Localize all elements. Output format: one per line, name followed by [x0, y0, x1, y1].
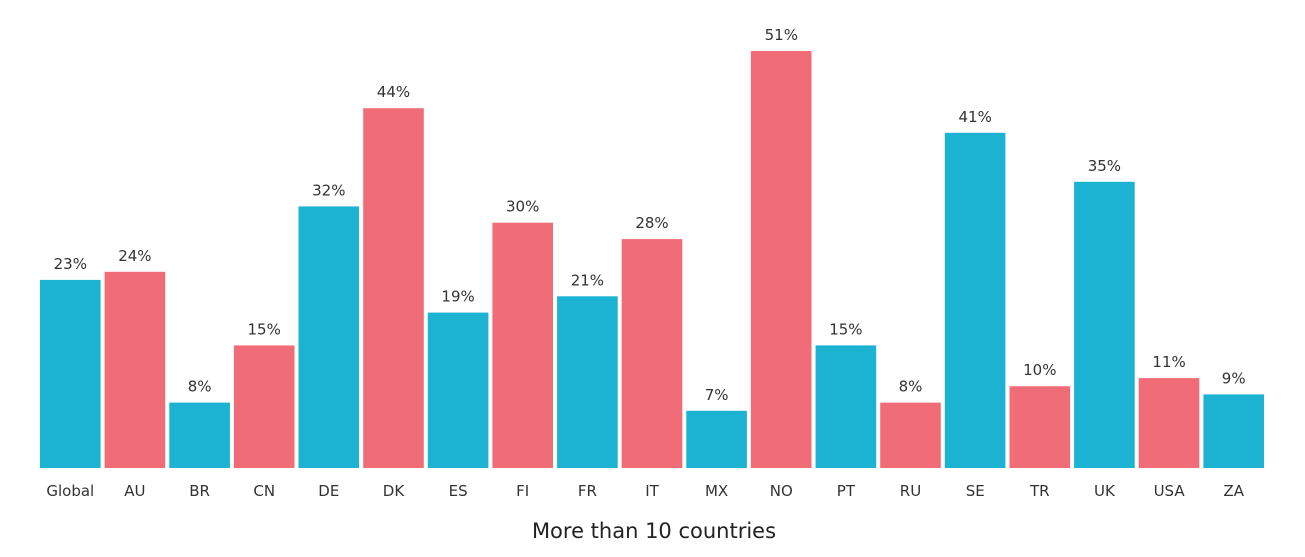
value-label-cn: 15%	[248, 320, 281, 338]
category-label-za: ZA	[1223, 482, 1244, 500]
bar-br	[169, 402, 230, 468]
category-label-se: SE	[966, 482, 985, 500]
x-axis-label: More than 10 countries	[532, 519, 776, 543]
category-label-uk: UK	[1094, 482, 1116, 500]
value-label-au: 24%	[118, 247, 151, 265]
category-label-no: NO	[770, 482, 793, 500]
bars-group	[40, 51, 1264, 469]
category-label-fi: FI	[516, 482, 529, 500]
value-label-de: 32%	[312, 181, 345, 199]
bar-tr	[1009, 386, 1071, 468]
category-label-global: Global	[46, 482, 94, 500]
bar-ru	[880, 402, 941, 468]
category-label-de: DE	[318, 482, 339, 500]
bar-es	[427, 312, 489, 468]
category-label-it: IT	[645, 482, 659, 500]
value-label-br: 8%	[188, 378, 212, 396]
bar-fi	[492, 222, 553, 468]
category-label-mx: MX	[705, 482, 728, 500]
category-label-au: AU	[124, 482, 145, 500]
value-label-ru: 8%	[899, 378, 923, 396]
value-label-fi: 30%	[506, 198, 539, 216]
value-label-dk: 44%	[377, 83, 410, 101]
category-label-br: BR	[189, 482, 210, 500]
value-label-mx: 7%	[705, 386, 729, 404]
value-label-global: 23%	[54, 255, 87, 273]
bar-au	[104, 271, 166, 468]
bar-it	[621, 239, 683, 468]
bar-mx	[686, 410, 747, 468]
bar-se	[944, 132, 1006, 469]
value-label-fr: 21%	[571, 271, 604, 289]
category-label-ru: RU	[900, 482, 921, 500]
bar-dk	[363, 108, 424, 468]
value-label-it: 28%	[635, 214, 668, 232]
bar-uk	[1074, 181, 1135, 469]
value-label-uk: 35%	[1088, 157, 1121, 175]
bar-za	[1203, 394, 1264, 468]
category-label-es: ES	[449, 482, 468, 500]
bar-cn	[233, 345, 295, 468]
bar-usa	[1138, 378, 1200, 468]
bar-no	[750, 51, 812, 468]
value-labels-group: 23% 24% 8% 15% 32% 44% 19% 30% 21% 28% 7% 51% 15% 8% 4…	[54, 26, 1246, 404]
value-label-pt: 15%	[829, 320, 862, 338]
value-label-no: 51%	[765, 26, 798, 44]
category-label-cn: CN	[253, 482, 275, 500]
value-label-za: 9%	[1222, 369, 1246, 387]
category-label-tr: TR	[1029, 482, 1050, 500]
category-label-fr: FR	[578, 482, 597, 500]
bar-de	[298, 206, 360, 468]
value-label-usa: 11%	[1152, 353, 1185, 371]
bar-fr	[557, 296, 618, 468]
category-label-dk: DK	[383, 482, 406, 500]
category-label-pt: PT	[837, 482, 856, 500]
bar-pt	[815, 345, 877, 468]
value-label-se: 41%	[959, 108, 992, 126]
value-label-es: 19%	[441, 288, 474, 306]
category-labels-group: Global AU BR CN DE DK ES FI FR IT MX NO PT RU SE TR UK US…	[46, 482, 1244, 500]
category-label-usa: USA	[1154, 482, 1186, 500]
value-label-tr: 10%	[1023, 361, 1056, 379]
bar-global	[40, 279, 101, 468]
